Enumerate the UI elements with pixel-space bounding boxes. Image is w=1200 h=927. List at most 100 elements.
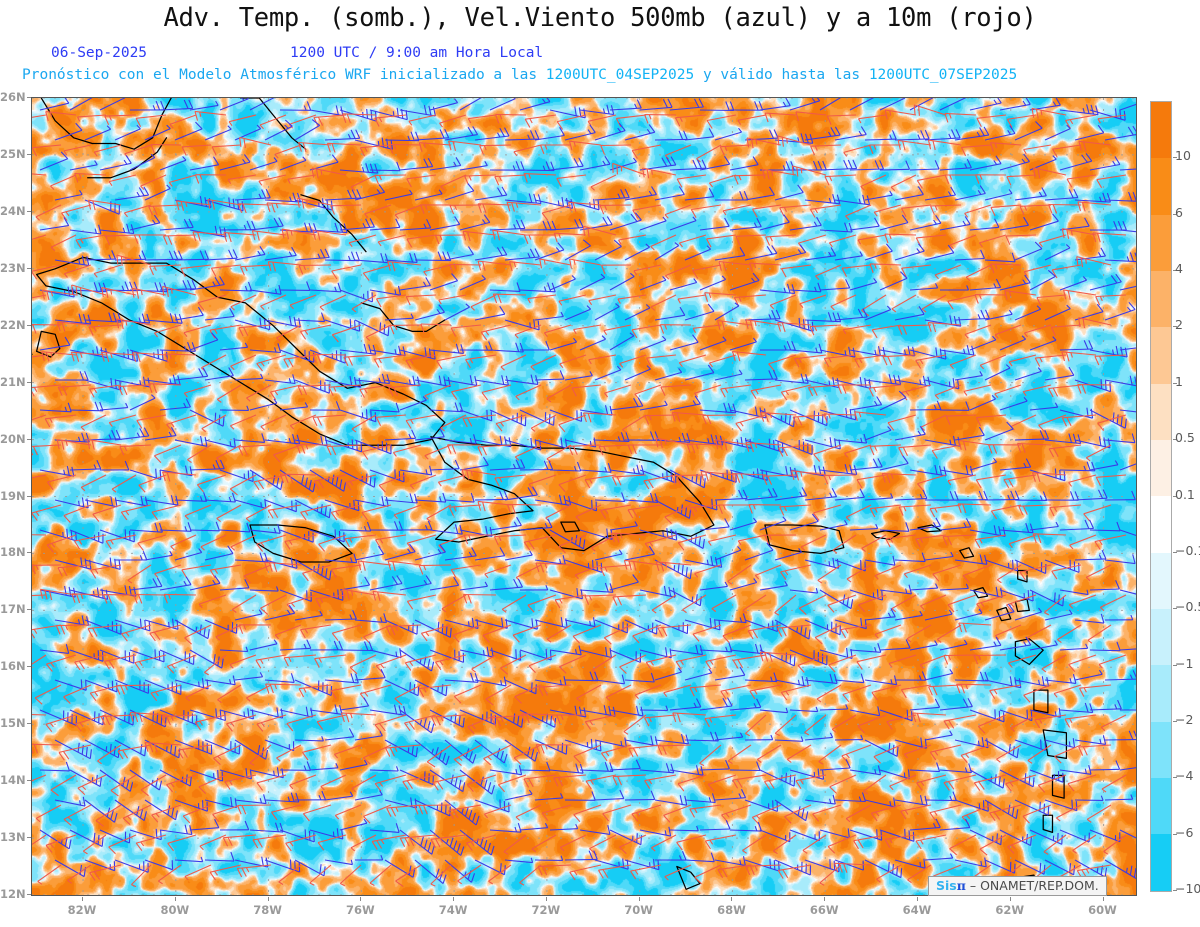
colorbar-band <box>1151 552 1171 610</box>
wind-barb-10m <box>655 561 692 572</box>
wind-barb-500mb <box>174 435 208 447</box>
wind-barb-500mb <box>204 739 240 755</box>
map-canvas-frame[interactable] <box>31 97 1137 896</box>
wind-barb-500mb <box>924 853 954 861</box>
wind-barb-10m <box>1054 744 1082 764</box>
wind-barb-500mb <box>159 576 192 591</box>
wind-barb-10m <box>568 140 602 151</box>
wind-barb-500mb <box>1029 589 1065 607</box>
wind-barb-500mb <box>159 824 193 836</box>
wind-barb-500mb <box>189 459 225 471</box>
wind-barb-500mb <box>1014 305 1041 321</box>
latitude-tick-mark <box>27 837 31 839</box>
wind-barb-500mb <box>234 124 262 141</box>
wind-barb-500mb <box>759 707 789 714</box>
wind-barb-500mb <box>489 578 523 591</box>
wind-barb-10m <box>644 114 677 124</box>
coastline <box>360 302 446 333</box>
wind-barb-10m <box>943 714 977 730</box>
wind-barb-10m <box>39 588 77 601</box>
wind-barb-500mb <box>474 375 509 386</box>
wind-barb-10m <box>977 714 1007 734</box>
wind-barb-500mb <box>324 791 354 801</box>
wind-barb-10m <box>655 437 692 449</box>
wind-barb-500mb <box>1104 554 1136 565</box>
wind-barb-500mb <box>1074 613 1105 624</box>
wind-barb-10m <box>331 624 362 642</box>
wind-barb-500mb <box>1044 124 1071 141</box>
wind-barb-500mb <box>549 337 578 351</box>
wind-barb-10m <box>603 624 632 645</box>
wind-barb-10m <box>554 594 587 609</box>
wind-barb-500mb <box>624 431 660 441</box>
latitude-tick-mark <box>27 609 31 611</box>
longitude-tick-mark <box>1102 897 1104 901</box>
wind-barb-500mb <box>99 460 130 471</box>
wind-barb-500mb <box>84 739 120 759</box>
wind-barb-10m <box>63 264 92 278</box>
wind-barb-10m <box>266 202 302 213</box>
wind-barb-10m <box>32 173 47 176</box>
wind-barb-500mb <box>954 671 989 682</box>
wind-barb-500mb <box>249 822 284 833</box>
wind-barb-500mb <box>594 737 627 748</box>
wind-barb-500mb <box>429 216 461 231</box>
wind-barb-10m <box>50 234 77 252</box>
wind-barb-500mb <box>639 156 677 171</box>
wind-barb-10m <box>751 804 782 825</box>
wind-barb-10m <box>32 144 62 157</box>
wind-barb-500mb <box>774 244 807 261</box>
wind-barb-10m <box>32 474 47 479</box>
wind-barb-500mb <box>534 793 564 801</box>
wind-barb-10m <box>56 439 92 450</box>
wind-barb-500mb <box>189 409 225 427</box>
wind-barb-500mb <box>834 194 871 206</box>
wind-barb-10m <box>1087 624 1112 644</box>
wind-barb-500mb <box>354 545 385 561</box>
wind-barb-10m <box>256 534 287 552</box>
wind-barb-500mb <box>294 119 321 141</box>
wind-barb-500mb <box>414 619 452 638</box>
wind-barb-10m <box>830 294 857 311</box>
wind-barb-10m <box>973 774 1007 791</box>
wind-barb-10m <box>435 654 467 671</box>
wind-barb-10m <box>484 564 512 579</box>
wind-barb-500mb <box>729 337 757 351</box>
wind-barb-500mb <box>1104 252 1136 263</box>
wind-barb-500mb <box>1074 735 1107 745</box>
wind-barb-10m <box>538 684 572 697</box>
wind-barb-10m <box>375 534 407 549</box>
wind-barb-500mb <box>474 305 506 321</box>
wind-barb-10m <box>704 834 737 850</box>
wind-barb-500mb <box>414 679 448 697</box>
wind-barb-10m <box>161 714 197 726</box>
colorbar-tick-dash <box>1173 270 1177 272</box>
wind-barb-500mb <box>144 495 179 506</box>
wind-barb-10m <box>832 534 857 554</box>
wind-barb-10m <box>541 804 572 822</box>
wind-barb-10m <box>297 197 332 209</box>
wind-barb-10m <box>513 744 542 765</box>
wind-barb-500mb <box>999 274 1031 291</box>
wind-barb-10m <box>747 624 782 640</box>
wind-barb-500mb <box>384 619 418 635</box>
wind-barb-500mb <box>144 859 174 871</box>
colorbar[interactable] <box>1150 101 1172 892</box>
wind-barb-10m <box>588 354 617 365</box>
wind-barb-10m <box>298 264 332 275</box>
wind-barb-10m <box>873 204 902 217</box>
wind-barb-10m <box>134 654 167 671</box>
wind-barb-10m <box>405 414 437 429</box>
wind-barb-500mb <box>519 518 553 531</box>
wind-barb-500mb <box>294 679 333 697</box>
wind-barb-500mb <box>39 528 77 542</box>
wind-barb-500mb <box>159 709 198 726</box>
wind-barb-10m <box>1057 624 1082 644</box>
wind-barb-500mb <box>399 575 432 591</box>
wind-barb-500mb <box>669 216 697 231</box>
latitude-tick-label: 12N <box>0 887 26 901</box>
wind-barb-500mb <box>729 643 764 655</box>
wind-barb-500mb <box>39 402 72 413</box>
wind-barb-500mb <box>339 343 377 355</box>
wind-barb-10m <box>438 534 467 553</box>
